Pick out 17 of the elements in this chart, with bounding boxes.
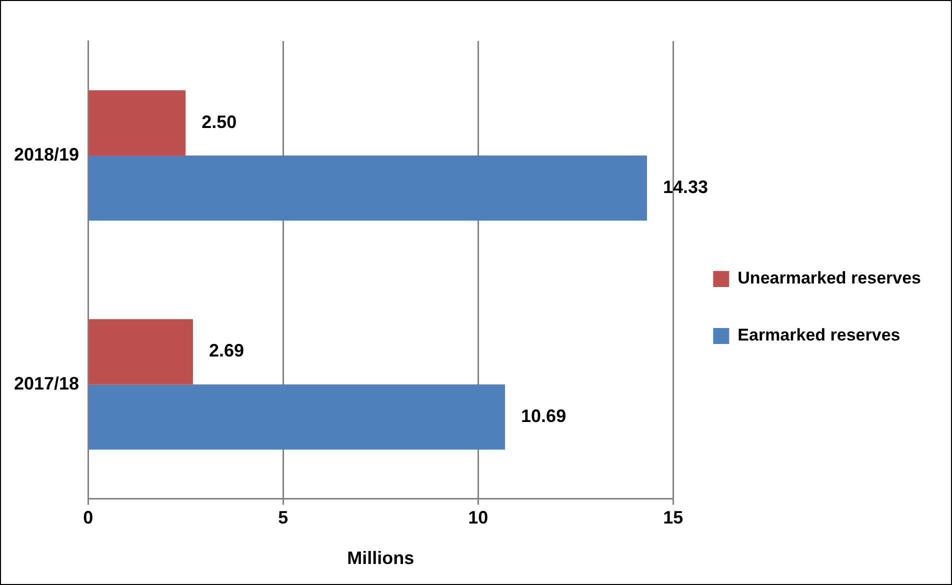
y-tick-label: 2017/18 [14,373,80,394]
data-label: 14.33 [663,177,708,198]
x-axis-title: Millions [347,548,414,568]
legend-label: Unearmarked reserves [738,268,922,288]
x-tick-label: 15 [663,508,684,528]
data-label: 2.50 [202,112,237,132]
x-tick-label: 10 [468,508,488,528]
y-tick-label: 2018/19 [14,144,80,164]
x-tick-label: 5 [278,508,288,528]
bar [88,90,186,156]
data-label: 2.69 [208,340,244,361]
legend-label: Earmarked reserves [738,326,900,345]
bar [88,319,193,384]
data-label: 10.69 [521,406,566,426]
x-tick-label: 0 [83,508,94,528]
bar [88,155,648,221]
bar [88,384,506,450]
